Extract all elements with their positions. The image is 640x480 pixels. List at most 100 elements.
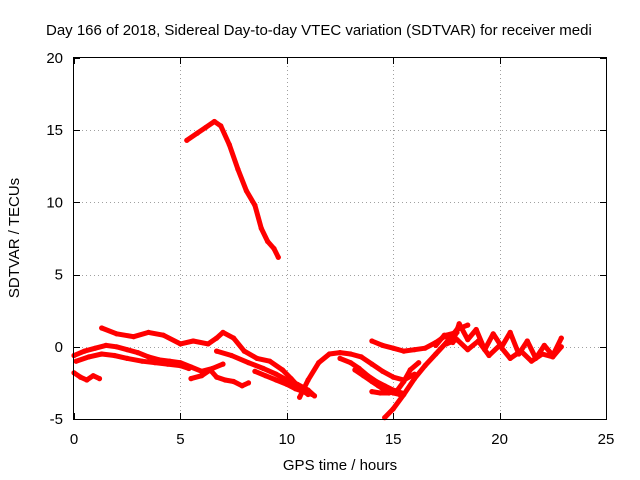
x-tick-label: 20 xyxy=(491,431,508,448)
data-point xyxy=(124,355,130,361)
data-point xyxy=(292,386,298,392)
data-point xyxy=(114,344,120,350)
data-point xyxy=(252,368,258,374)
data-point xyxy=(275,254,281,260)
data-point xyxy=(337,350,343,356)
data-point xyxy=(114,331,120,337)
data-point xyxy=(160,332,166,338)
x-tick-label: 5 xyxy=(176,431,184,448)
data-point xyxy=(111,352,117,359)
data-point xyxy=(152,360,158,366)
data-point xyxy=(541,342,547,348)
data-point xyxy=(184,137,190,143)
data-point xyxy=(305,377,311,383)
data-point xyxy=(165,361,171,367)
series-arc-c xyxy=(73,351,192,371)
data-point xyxy=(369,338,375,344)
data-point xyxy=(390,406,396,412)
data-point xyxy=(177,341,183,347)
data-point xyxy=(407,367,413,373)
data-point xyxy=(497,342,503,348)
data-point xyxy=(518,348,524,354)
data-point xyxy=(352,367,358,373)
data-point xyxy=(207,367,213,373)
data-point xyxy=(490,331,496,337)
data-point xyxy=(294,381,300,387)
data-point xyxy=(377,390,383,396)
data-point xyxy=(194,130,200,136)
data-point xyxy=(411,376,418,382)
plot-frame xyxy=(73,57,607,420)
data-point xyxy=(273,371,279,377)
data-point xyxy=(382,415,388,421)
data-point xyxy=(214,335,220,341)
x-tick-label: 15 xyxy=(385,431,402,448)
data-point xyxy=(380,342,386,348)
data-point xyxy=(199,373,205,379)
data-point xyxy=(90,373,96,379)
data-point xyxy=(297,394,303,400)
data-point xyxy=(243,188,249,194)
x-tick-label: 0 xyxy=(70,431,78,448)
data-point xyxy=(92,345,98,351)
data-point xyxy=(358,354,364,360)
data-point xyxy=(326,351,332,357)
data-point xyxy=(124,347,130,353)
data-point xyxy=(443,341,449,347)
data-point xyxy=(99,325,105,331)
data-point xyxy=(245,360,252,366)
data-point xyxy=(96,376,103,382)
chart-title: Day 166 of 2018, Sidereal Day-to-day VTE… xyxy=(46,22,592,39)
data-point xyxy=(369,389,375,395)
data-point xyxy=(231,335,237,341)
data-point xyxy=(190,338,196,344)
data-point xyxy=(348,351,354,357)
data-point xyxy=(273,377,279,383)
grid xyxy=(74,58,606,419)
data-point xyxy=(99,351,105,357)
data-point xyxy=(316,360,322,366)
data-point xyxy=(465,322,471,328)
data-point xyxy=(394,387,401,393)
data-point xyxy=(271,246,277,252)
data-point xyxy=(401,391,407,398)
data-point xyxy=(235,166,241,172)
data-point xyxy=(267,358,273,364)
data-point xyxy=(433,342,439,348)
y-tick-label: 0 xyxy=(55,339,63,356)
axis-ticks: 0 5 10 15 20 25 -5 0 5 10 15 20 xyxy=(46,50,614,448)
y-tick-label: 15 xyxy=(46,122,63,139)
data-point xyxy=(375,383,381,389)
data-point xyxy=(226,142,232,148)
data-point xyxy=(539,351,545,357)
data-point xyxy=(416,360,422,366)
data-point xyxy=(369,361,375,367)
data-point xyxy=(454,337,460,343)
data-point xyxy=(205,341,211,347)
data-point xyxy=(348,360,354,366)
data-point xyxy=(145,329,152,335)
data-point xyxy=(84,377,90,383)
series-group xyxy=(71,118,564,421)
data-point xyxy=(507,355,513,361)
data-point xyxy=(337,355,343,361)
y-tick-label: -5 xyxy=(50,411,63,428)
data-point xyxy=(279,367,286,373)
x-tick-label: 25 xyxy=(598,431,615,448)
data-point xyxy=(284,381,290,387)
data-point xyxy=(231,378,237,385)
data-point xyxy=(214,348,220,354)
data-point xyxy=(401,378,407,385)
series-arc-n xyxy=(433,321,564,361)
data-point xyxy=(558,335,564,341)
data-point xyxy=(220,329,226,335)
data-point xyxy=(228,352,235,359)
data-point xyxy=(265,238,271,244)
data-point xyxy=(245,380,252,386)
data-point xyxy=(145,354,152,360)
data-point xyxy=(211,118,217,125)
data-point xyxy=(386,390,392,396)
data-point xyxy=(131,334,137,340)
y-axis-label: SDTVAR / TECUs xyxy=(6,178,23,298)
data-point xyxy=(465,347,471,353)
